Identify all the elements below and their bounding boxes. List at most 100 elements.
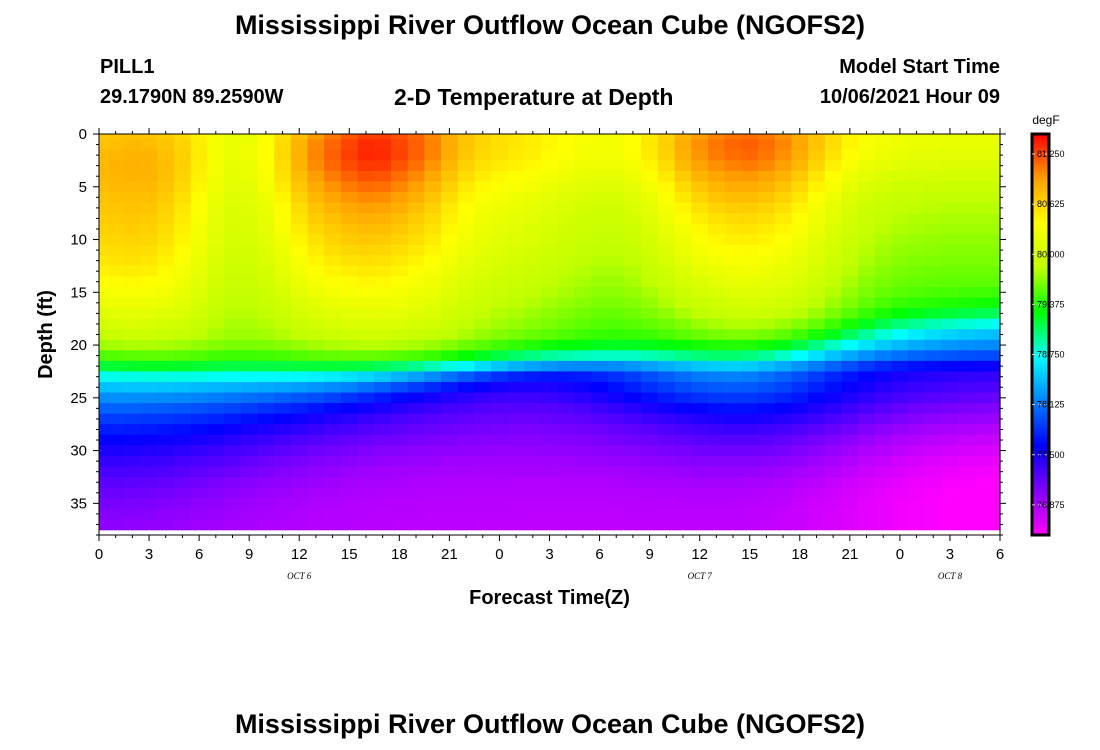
heatmap-cell [424, 276, 442, 288]
heatmap-cell [657, 455, 676, 468]
heatmap-cell [908, 139, 926, 151]
heatmap-cell [124, 255, 142, 267]
heatmap-cell [390, 308, 409, 320]
heatmap-cell [874, 350, 893, 362]
heatmap-cell [858, 149, 876, 161]
heatmap-cell [457, 466, 476, 478]
heatmap-cell [357, 181, 375, 193]
heatmap-cell [207, 265, 225, 278]
heatmap-cell [774, 403, 793, 415]
heatmap-cell [174, 234, 192, 246]
heatmap-cell [390, 202, 409, 214]
heatmap-cell [908, 287, 926, 299]
heatmap-cell [190, 476, 209, 489]
heatmap-cell [824, 255, 843, 267]
heatmap-cell [624, 455, 642, 468]
heatmap-cell [591, 508, 609, 520]
heatmap-cell [541, 371, 559, 383]
heatmap-cell [457, 424, 476, 436]
heatmap-cell [257, 149, 275, 161]
heatmap-cell [224, 498, 242, 510]
heatmap-cell [424, 339, 442, 351]
heatmap-cell [140, 181, 159, 193]
heatmap-cell [674, 255, 692, 267]
heatmap-cell [424, 170, 442, 183]
heatmap-cell [974, 350, 993, 362]
heatmap-cell [507, 139, 526, 151]
heatmap-cell [824, 134, 843, 140]
heatmap-cell [841, 244, 859, 256]
heatmap-cell [891, 498, 909, 510]
heatmap-cell [207, 445, 225, 457]
heatmap-cell [674, 371, 692, 383]
heatmap-cell [207, 297, 225, 309]
heatmap-cell [924, 371, 943, 383]
heatmap-cell [557, 371, 576, 383]
heatmap-cell [607, 170, 626, 183]
heatmap-cell [524, 413, 542, 425]
heatmap-cell [824, 192, 843, 204]
heatmap-cell [99, 329, 108, 341]
heatmap-cell [557, 487, 576, 499]
heatmap-cell [340, 413, 359, 425]
heatmap-cell [307, 434, 325, 446]
heatmap-cell [174, 350, 192, 362]
heatmap-cell [958, 318, 976, 330]
heatmap-cell [924, 508, 943, 520]
heatmap-cell [390, 498, 409, 510]
heatmap-cell [891, 487, 909, 499]
heatmap-cell [641, 255, 659, 267]
heatmap-cell [441, 371, 459, 383]
heatmap-cell [991, 181, 1001, 193]
heatmap-cell [99, 223, 108, 235]
heatmap-cell [774, 170, 793, 183]
heatmap-cell [240, 160, 259, 172]
heatmap-cell [474, 508, 492, 520]
heatmap-cell [507, 287, 526, 299]
heatmap-cell [791, 519, 809, 531]
heatmap-cell [174, 287, 192, 299]
heatmap-cell [741, 371, 759, 383]
heatmap-cell [140, 139, 159, 151]
heatmap-cell [140, 434, 159, 446]
heatmap-cell [858, 170, 876, 183]
heatmap-cell [741, 276, 759, 288]
heatmap-cell [307, 445, 325, 457]
heatmap-cell [574, 360, 592, 373]
heatmap-cell [924, 160, 943, 172]
heatmap-cell [274, 392, 292, 404]
heatmap-cell [424, 192, 442, 204]
heatmap-cell [858, 297, 876, 309]
heatmap-cell [708, 181, 726, 193]
heatmap-cell [741, 244, 759, 256]
heatmap-cell [741, 223, 759, 235]
heatmap-cell [491, 360, 509, 373]
heatmap-cell [607, 498, 626, 510]
heatmap-cell [441, 276, 459, 288]
heatmap-cell [357, 329, 375, 341]
heatmap-cell [958, 213, 976, 225]
heatmap-cell [958, 445, 976, 457]
heatmap-cell [758, 181, 776, 193]
heatmap-cell [140, 244, 159, 256]
heatmap-cell [507, 160, 526, 172]
heatmap-cell [641, 213, 659, 225]
heatmap-cell [941, 139, 959, 151]
heatmap-cell [607, 223, 626, 235]
heatmap-cell [991, 455, 1001, 468]
heatmap-cell [190, 360, 209, 373]
heatmap-cell [107, 202, 125, 214]
x-tick-label: 12 [691, 546, 708, 563]
heatmap-cell [791, 508, 809, 520]
heatmap-cell [457, 213, 476, 225]
heatmap-cell [974, 519, 993, 531]
heatmap-cell [774, 244, 793, 256]
heatmap-cell [657, 487, 676, 499]
heatmap-cell [808, 350, 826, 362]
heatmap-cell [174, 297, 192, 309]
heatmap-cell [941, 329, 959, 341]
heatmap-cell [941, 339, 959, 351]
heatmap-cell [674, 381, 692, 394]
heatmap-cell [841, 403, 859, 415]
x-tick-label: 0 [95, 546, 103, 563]
